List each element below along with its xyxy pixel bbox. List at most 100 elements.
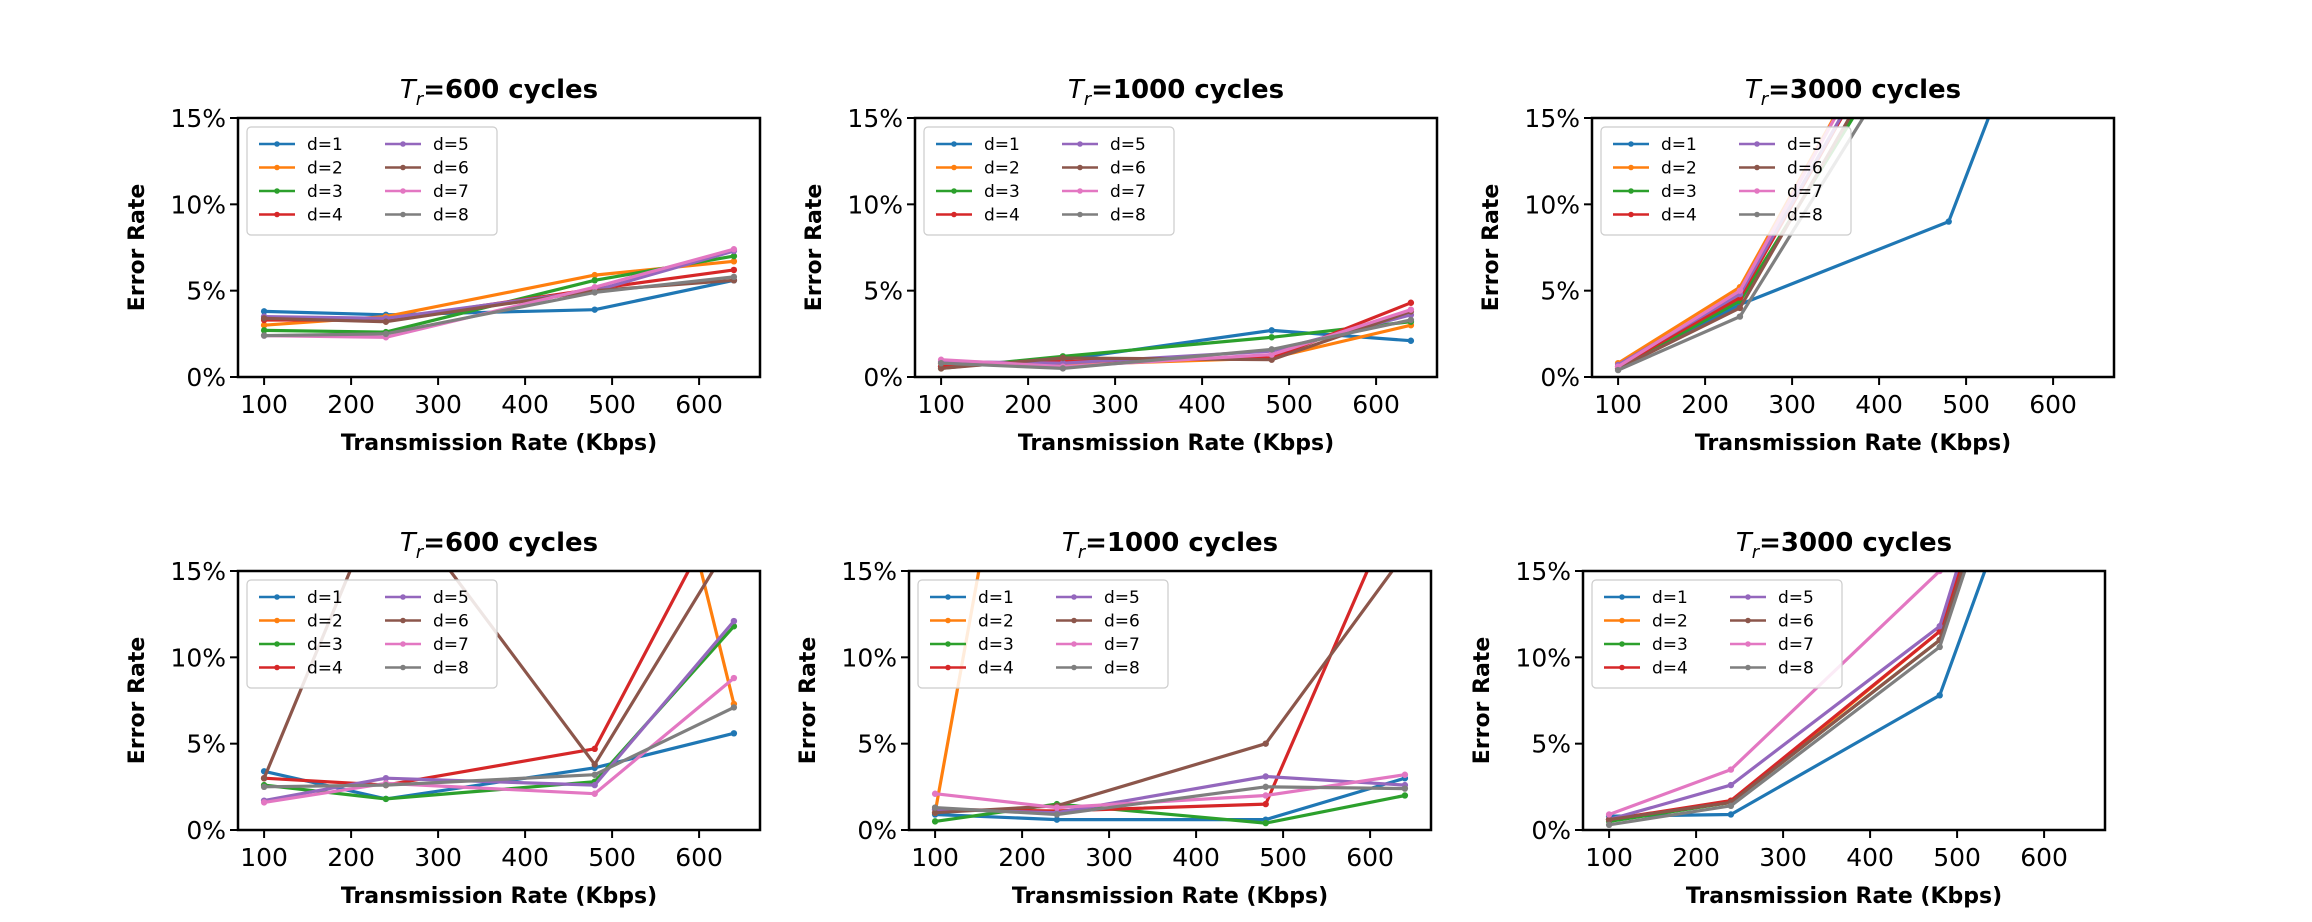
series-line-d2 — [1608, 571, 1961, 822]
data-point — [1605, 821, 1613, 829]
legend-entry-d6: d=6 — [433, 612, 469, 632]
subplot-6: Tr=3000 cycles 100 200 300 400 500 600 0% 5% 10% 1… — [1470, 171, 2107, 909]
data-point — [2076, 171, 2082, 177]
legend-entry-d8: d=8 — [433, 659, 469, 679]
x-tick-label: 400 — [501, 843, 549, 872]
series-line-d1 — [1609, 571, 1987, 818]
data-point — [731, 481, 737, 487]
legend-entry-d7: d=7 — [433, 182, 469, 202]
x-tick-label: 200 — [1004, 390, 1052, 419]
y-tick-label: 15% — [1515, 557, 1571, 586]
x-axis-label: Transmission Rate (Kbps) — [341, 884, 657, 909]
x-tick-label: 100 — [1585, 843, 1633, 872]
data-point — [2076, 188, 2082, 194]
legend-entry-d7: d=7 — [1787, 182, 1823, 202]
data-point — [1268, 327, 1275, 334]
axes-frame — [1590, 116, 2116, 379]
data-point — [260, 775, 268, 782]
x-tick-label: 600 — [1346, 843, 1394, 872]
y-axis-label: Error Rate — [125, 184, 150, 312]
y-tick-label: 0% — [1540, 363, 1580, 392]
data-point — [1736, 313, 1744, 320]
series-line-d5 — [1608, 571, 1959, 822]
data-point — [1407, 337, 1415, 344]
data-point — [1727, 811, 1735, 818]
series-line-d6 — [1608, 571, 1964, 822]
legend-entry-d6: d=6 — [433, 159, 469, 179]
data-point — [1407, 316, 1415, 324]
series-line-d7 — [1617, 118, 1837, 368]
data-point — [260, 783, 268, 791]
data-point — [730, 730, 738, 737]
legend-entry-d8: d=8 — [1787, 206, 1823, 226]
subplot-title: Tr=1000 cycles — [1062, 528, 1278, 563]
series-line-d8 — [941, 318, 1412, 370]
data-point — [730, 246, 738, 253]
x-axis-label: Transmission Rate (Kbps) — [341, 431, 657, 456]
legend: d=1 d=2 d=3 d=4 d=5 d=6 d=7 d=8 — [1591, 579, 1843, 689]
y-tick-label: 5% — [1531, 730, 1571, 759]
y-tick-label: 0% — [186, 363, 226, 392]
x-tick-label: 200 — [998, 843, 1046, 872]
x-tick-label: 600 — [1352, 390, 1400, 419]
data-point — [1605, 816, 1613, 823]
data-point — [1263, 309, 1269, 315]
data-point — [931, 790, 939, 797]
data-point — [383, 481, 389, 487]
data-point — [382, 781, 390, 789]
subplot-title: Tr=600 cycles — [400, 75, 598, 110]
legend-entry-d2: d=2 — [307, 159, 343, 179]
x-tick-label: 600 — [675, 390, 723, 419]
data-point — [931, 818, 939, 825]
data-point — [382, 775, 390, 782]
legend-entry-d3: d=3 — [307, 635, 343, 655]
y-tick-label: 15% — [841, 557, 897, 586]
legend-entry-d6: d=6 — [1778, 612, 1814, 632]
y-tick-label: 10% — [841, 643, 897, 672]
legend-entry-d3: d=3 — [1661, 182, 1697, 202]
subplot-title: Tr=3000 cycles — [1745, 75, 1961, 110]
legend-entry-d3: d=3 — [307, 182, 343, 202]
data-point — [1402, 551, 1408, 557]
data-point — [1401, 771, 1409, 778]
data-point — [1053, 816, 1061, 823]
x-tick-label: 200 — [327, 843, 375, 872]
y-tick-label: 15% — [170, 104, 226, 133]
data-point — [1053, 804, 1061, 811]
y-tick-label: 10% — [847, 190, 903, 219]
axes-frame — [236, 569, 762, 832]
data-point — [591, 271, 598, 279]
legend-entry-d2: d=2 — [307, 612, 343, 632]
legend-entry-d4: d=4 — [1652, 659, 1688, 679]
y-tick-label: 15% — [847, 104, 903, 133]
y-axis-label: Error Rate — [802, 184, 827, 312]
y-tick-label: 10% — [1515, 643, 1571, 672]
x-tick-label: 300 — [1768, 390, 1816, 419]
data-point — [1262, 740, 1269, 747]
legend-entry-d6: d=6 — [1104, 612, 1140, 632]
x-tick-label: 200 — [1681, 390, 1729, 419]
data-point — [591, 790, 598, 797]
legend-entry-d7: d=7 — [1110, 182, 1146, 202]
data-point — [2076, 309, 2082, 315]
x-tick-label: 600 — [2029, 390, 2077, 419]
data-point — [260, 308, 268, 315]
y-tick-label: 10% — [1524, 190, 1580, 219]
x-tick-label: 100 — [1594, 390, 1642, 419]
series-line-d6 — [935, 571, 1395, 815]
data-point — [1407, 299, 1415, 306]
legend-entry-d5: d=5 — [1104, 588, 1140, 608]
x-axis-label: Transmission Rate (Kbps) — [1012, 884, 1328, 909]
y-axis-label: Error Rate — [1479, 184, 1504, 312]
axes-frame — [907, 569, 1433, 832]
data-point — [730, 266, 738, 274]
legend-entry-d8: d=8 — [1110, 206, 1146, 226]
legend: d=1 d=2 d=3 d=4 d=5 d=6 d=7 d=8 — [246, 126, 498, 236]
legend-entry-d1: d=1 — [1661, 135, 1697, 155]
x-tick-label: 100 — [917, 390, 965, 419]
legend-entry-d4: d=4 — [307, 659, 343, 679]
x-tick-label: 300 — [1759, 843, 1807, 872]
y-tick-label: 5% — [1540, 277, 1580, 306]
data-point — [1268, 334, 1275, 341]
data-point — [730, 258, 738, 265]
